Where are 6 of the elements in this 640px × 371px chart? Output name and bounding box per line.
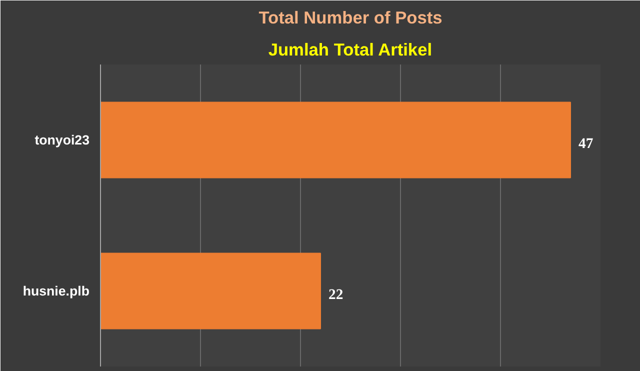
y-tick-label: husnie.plb [22,284,90,298]
chart-title: Total Number of Posts [258,8,442,28]
data-label: 22 [328,287,344,303]
y-tick-label: tonyoi23 [34,132,90,148]
data-label: 47 [578,136,594,152]
chart-subtitle: Jumlah Total Artikel [268,40,432,60]
